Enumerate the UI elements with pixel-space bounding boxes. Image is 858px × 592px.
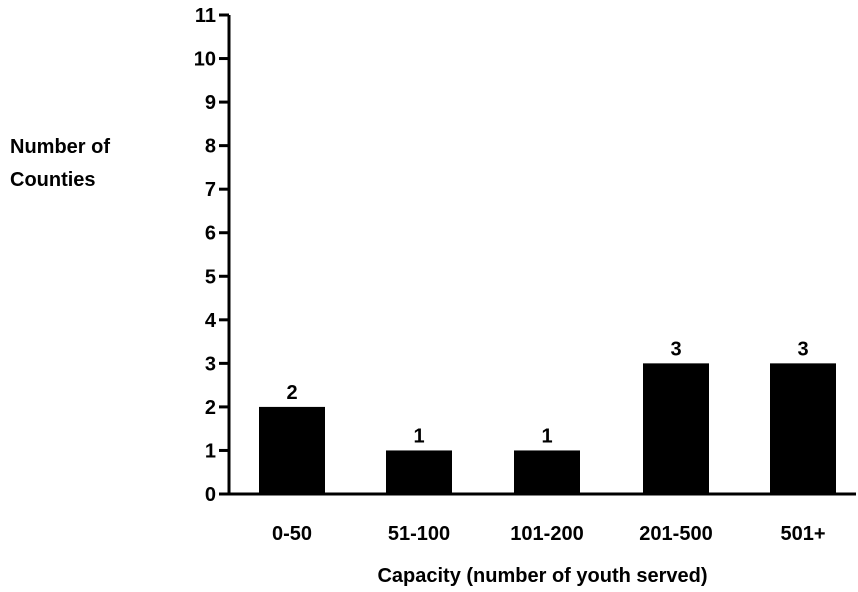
y-tick-label-3: 3	[205, 353, 216, 375]
bar-0-50	[259, 406, 325, 494]
y-tick-label-4: 4	[205, 310, 217, 332]
x-tick-label-101-200: 101-200	[510, 523, 583, 545]
x-tick-label-51-100: 51-100	[388, 523, 450, 545]
data-label-201-500: 3	[670, 338, 681, 360]
y-axis-title-line-2: Counties	[10, 169, 96, 191]
y-tick-label-6: 6	[205, 223, 216, 245]
y-tick-label-0: 0	[205, 484, 216, 506]
x-tick-label-201-500: 201-500	[639, 523, 712, 545]
data-label-101-200: 1	[541, 425, 552, 447]
x-tick-label-0-50: 0-50	[272, 523, 312, 545]
y-tick-label-1: 1	[205, 440, 216, 462]
x-tick-label-501+: 501+	[780, 523, 825, 545]
y-tick-label-11: 11	[195, 5, 216, 27]
y-tick-label-2: 2	[205, 397, 216, 419]
y-axis-title-line-1: Number of	[10, 136, 110, 158]
y-tick-label-5: 5	[205, 266, 216, 288]
bar-51-100	[386, 450, 452, 494]
x-axis-title: Capacity (number of youth served)	[377, 565, 708, 587]
y-tick-label-9: 9	[205, 92, 216, 114]
bar-501+	[770, 363, 836, 494]
bar-101-200	[514, 450, 580, 494]
y-tick-label-8: 8	[205, 136, 216, 158]
data-label-0-50: 2	[286, 382, 297, 404]
y-tick-label-7: 7	[205, 179, 216, 201]
bar-201-500	[643, 363, 709, 494]
y-tick-label-10: 10	[194, 49, 216, 71]
data-label-501+: 3	[797, 338, 808, 360]
data-label-51-100: 1	[413, 425, 424, 447]
